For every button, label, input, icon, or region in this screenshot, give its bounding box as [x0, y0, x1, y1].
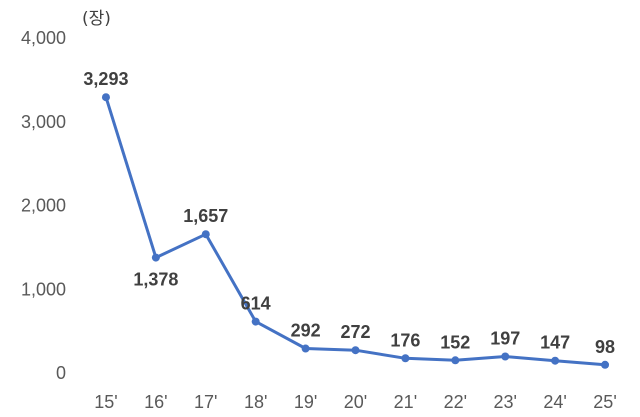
data-point-marker [201, 230, 210, 239]
x-tick-label: 21' [394, 392, 417, 412]
x-tick-label: 17' [194, 392, 217, 412]
y-tick-label: 1,000 [21, 279, 66, 299]
y-tick-label: 3,000 [21, 112, 66, 132]
data-label: 292 [291, 321, 321, 341]
data-point-marker [401, 354, 410, 363]
y-tick-label: 4,000 [21, 28, 66, 48]
data-label: 1,378 [133, 270, 178, 290]
data-point-marker [601, 360, 610, 369]
data-point-marker [501, 352, 510, 361]
x-tick-label: 20' [344, 392, 367, 412]
y-axis-unit-label: (장) [82, 9, 111, 29]
y-tick-label: 0 [56, 363, 66, 383]
x-tick-label: 22' [444, 392, 467, 412]
data-label: 614 [241, 294, 271, 314]
data-point-marker [151, 253, 160, 262]
data-point-marker [551, 356, 560, 365]
data-label: 98 [595, 337, 615, 357]
data-point-marker [351, 346, 360, 355]
x-tick-label: 15' [94, 392, 117, 412]
data-point-marker [301, 344, 310, 353]
data-label: 176 [390, 330, 420, 350]
x-tick-label: 23' [493, 392, 516, 412]
x-tick-label: 24' [543, 392, 566, 412]
x-tick-label: 19' [294, 392, 317, 412]
data-label: 3,293 [83, 69, 128, 89]
data-label: 272 [340, 322, 370, 342]
x-tick-label: 16' [144, 392, 167, 412]
data-point-marker [101, 93, 110, 102]
data-label: 197 [490, 329, 520, 349]
data-label: 152 [440, 332, 470, 352]
data-point-marker [451, 356, 460, 365]
y-tick-label: 2,000 [21, 196, 66, 216]
x-tick-label: 25' [593, 392, 616, 412]
data-point-marker [251, 317, 260, 326]
x-tick-label: 18' [244, 392, 267, 412]
data-label: 1,657 [183, 206, 228, 226]
data-label: 147 [540, 333, 570, 353]
